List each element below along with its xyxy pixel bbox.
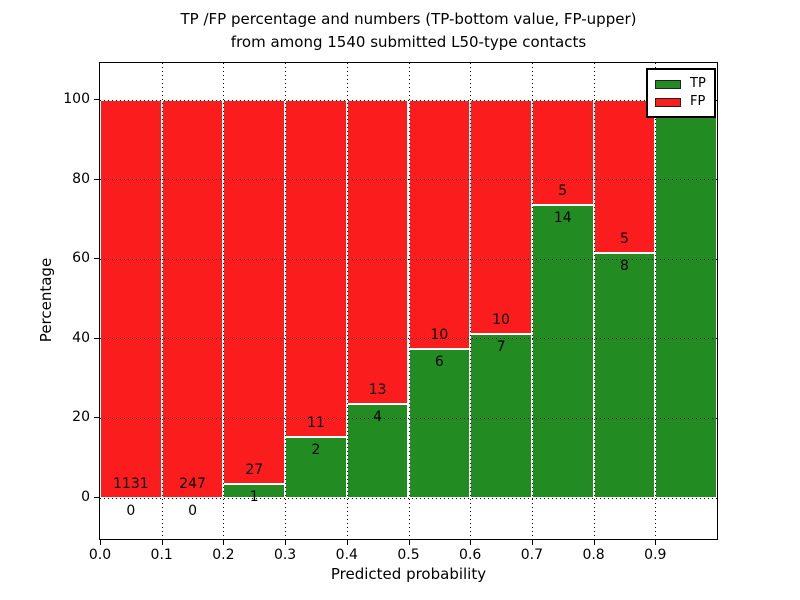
x-tick-label: 0.0 xyxy=(88,547,112,563)
y-tick-mark xyxy=(94,337,99,339)
tp-count-label: 0 xyxy=(188,503,197,519)
x-tick-label: 0.7 xyxy=(520,547,544,563)
vertical-gridline xyxy=(223,63,225,539)
legend-label-fp: FP xyxy=(690,94,706,109)
y-tick-label: 100 xyxy=(63,91,90,107)
x-tick-mark xyxy=(161,540,163,545)
x-tick-mark xyxy=(655,540,657,545)
y-tick-mark xyxy=(94,178,99,180)
fp-count-label: 10 xyxy=(430,326,449,343)
tp-count-label: 14 xyxy=(553,209,572,226)
fp-count-label: 13 xyxy=(368,382,387,399)
y-tick-label: 20 xyxy=(72,409,90,426)
bar-fp-segment xyxy=(161,100,224,498)
fp-count-label: 5 xyxy=(619,231,629,248)
tp-count-label: 4 xyxy=(373,409,383,426)
x-tick-mark xyxy=(100,540,101,545)
y-tick-label: 0 xyxy=(81,489,90,505)
fp-count-label: 10 xyxy=(492,312,510,329)
x-tick-label: 0.4 xyxy=(335,547,358,563)
x-tick-label: 0.9 xyxy=(644,547,667,563)
y-tick-label: 80 xyxy=(72,170,90,187)
fp-count-label: 5 xyxy=(558,182,568,199)
y-tick-label: 60 xyxy=(72,250,90,267)
bars-layer xyxy=(100,63,717,539)
y-tick-mark xyxy=(94,417,99,419)
fp-count-label: 1131 xyxy=(113,476,149,492)
vertical-gridline xyxy=(161,63,163,539)
x-tick-label: 0.5 xyxy=(397,547,420,563)
tp-count-label: 7 xyxy=(496,339,506,356)
x-tick-mark xyxy=(593,540,595,545)
tp-swatch xyxy=(655,79,681,89)
fp-count-label: 27 xyxy=(245,461,264,478)
vertical-gridline xyxy=(531,63,533,539)
bar-fp-segment xyxy=(470,100,532,335)
vertical-gridline xyxy=(408,63,410,539)
bar-tp-segment xyxy=(408,348,471,498)
x-tick-mark xyxy=(285,540,287,545)
y-tick-mark xyxy=(94,99,99,100)
bar-tp-segment xyxy=(346,404,409,498)
x-tick-label: 0.3 xyxy=(273,547,297,563)
bar-fp-segment xyxy=(531,100,594,205)
x-tick-label: 0.8 xyxy=(582,547,605,563)
tp-count-label: 6 xyxy=(434,353,444,370)
x-axis-label: Predicted probability xyxy=(330,565,487,583)
tp-count-label: 2 xyxy=(311,441,321,458)
chart-title-line2: from among 1540 submitted L50-type conta… xyxy=(230,33,587,51)
x-tick-mark xyxy=(531,540,533,545)
y-tick-label: 40 xyxy=(72,329,90,346)
vertical-gridline xyxy=(593,63,595,539)
bar-labels-layer: 11310247027111213410610751458039 xyxy=(100,63,717,539)
legend: TP FP xyxy=(646,68,716,118)
x-tick-mark xyxy=(346,540,348,545)
y-tick-mark xyxy=(94,497,99,498)
fp-count-label: 247 xyxy=(179,476,206,492)
tp-count-label: 0 xyxy=(126,503,136,519)
chart-title-line1: TP /FP percentage and numbers (TP-bottom… xyxy=(180,10,637,28)
tp-count-label: 1 xyxy=(249,488,259,505)
chart-title: TP /FP percentage and numbers (TP-bottom… xyxy=(100,8,717,54)
x-tick-mark xyxy=(223,540,225,545)
fp-swatch xyxy=(655,97,681,107)
x-tick-label: 0.6 xyxy=(459,547,482,563)
x-tick-label: 0.2 xyxy=(212,547,235,563)
y-tick-mark xyxy=(94,258,99,260)
grid-layer xyxy=(100,63,717,539)
bar-tp-segment xyxy=(593,253,656,498)
bar-fp-segment xyxy=(100,100,162,498)
fp-count-label: 11 xyxy=(307,414,325,431)
vertical-gridline xyxy=(285,63,287,539)
x-tick-mark xyxy=(470,540,472,545)
x-tick-label: 0.1 xyxy=(150,547,173,563)
vertical-gridline xyxy=(655,63,657,539)
vertical-gridline xyxy=(346,63,348,539)
legend-item: FP xyxy=(655,93,706,111)
legend-label-tp: TP xyxy=(690,76,706,91)
legend-item: TP xyxy=(655,75,706,93)
tp-count-label: 8 xyxy=(619,258,629,275)
x-tick-mark xyxy=(408,540,410,545)
vertical-gridline xyxy=(470,63,472,539)
bar-fp-segment xyxy=(593,100,656,254)
